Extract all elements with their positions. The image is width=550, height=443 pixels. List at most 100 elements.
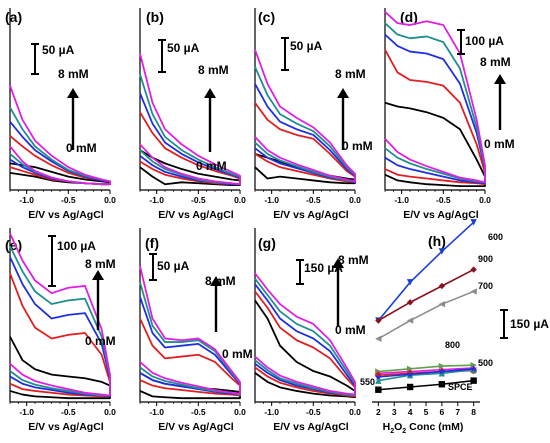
series-line <box>378 364 474 373</box>
panel-label: (a) <box>5 9 22 25</box>
cv-curve-4 <box>139 265 241 395</box>
data-point <box>438 248 446 255</box>
data-point <box>438 370 446 377</box>
panel-e: -1.0 -0.5 0.0E/V vs Ag/AgCl(e) 100 µA8 mM0 … <box>5 228 116 433</box>
data-point <box>375 386 382 393</box>
scale-bar-label: 50 µA <box>42 43 75 57</box>
arrow-head <box>337 88 349 98</box>
bottom-concentration-label: 0 mM <box>222 347 253 361</box>
scale-bar-label: 150 µA <box>510 317 549 331</box>
scale-bar-label: 50 µA <box>157 259 190 273</box>
scale-bar-label: 100 µA <box>465 34 504 48</box>
data-point <box>406 317 414 324</box>
x-axis-label: E/V vs Ag/AgCl <box>273 209 349 221</box>
top-concentration-label: 8 mM <box>198 63 229 77</box>
cv-curve-2 <box>139 296 241 396</box>
series-line <box>377 221 475 322</box>
cv-curve-4 <box>254 49 356 183</box>
cv-curve-2 <box>254 283 356 397</box>
x-axis-label: E/V vs Ag/AgCl <box>28 209 104 221</box>
x-tick-label: -1.0 <box>19 195 34 205</box>
data-point <box>406 279 414 286</box>
x-tick-label: 8 <box>471 407 476 417</box>
x-tick-label: -0.5 <box>61 407 76 417</box>
data-point <box>375 317 382 324</box>
series-label-600: 600 <box>488 232 503 242</box>
series-700 <box>375 288 477 342</box>
data-point <box>406 383 414 391</box>
x-axis-label: E/V vs Ag/AgCl <box>158 421 234 433</box>
scale-bar-label: 150 µA <box>304 261 343 275</box>
x-tick-label: 0.0 <box>104 195 116 205</box>
series-label-900: 900 <box>478 254 493 264</box>
x-tick-label: 0.0 <box>234 407 246 417</box>
series-label-550: 550 <box>360 377 375 387</box>
x-axis-label: E/V vs Ag/AgCl <box>403 209 479 221</box>
x-axis-label-part: Conc (mM) <box>406 421 463 433</box>
data-point <box>470 219 477 226</box>
series-line <box>378 367 474 375</box>
data-point <box>470 288 477 295</box>
x-tick-label: -0.5 <box>306 407 321 417</box>
arrow-head <box>332 258 344 268</box>
data-point <box>438 282 446 290</box>
bottom-concentration-label: 0 mM <box>66 141 97 155</box>
x-tick-label: 7 <box>455 407 460 417</box>
cv-curve-4 <box>9 233 111 397</box>
panel-f: -1.0 -0.5 0.0E/V vs Ag/AgCl (f) 50 µA 8 mM 0 m… <box>139 228 253 433</box>
panel-c: -1.0 -0.5 0.0E/V vs Ag/AgCl (c) 50 µA 8 mM 0 m… <box>254 8 373 221</box>
cv-curve-2 <box>384 33 486 185</box>
series-line <box>377 268 475 322</box>
arrow-head <box>92 270 104 280</box>
x-tick-label: -1.0 <box>149 195 164 205</box>
series-unlabeled-7 <box>374 364 478 381</box>
top-concentration-label: 8 mM <box>480 55 511 69</box>
bottom-concentration-label: 0 mM <box>196 159 227 173</box>
x-axis-label: E/V vs Ag/AgCl <box>273 421 349 433</box>
series-spce <box>375 377 477 393</box>
panel-d: -1.0 -0.5 0.0E/V vs Ag/AgCl (d) 100 µA 8 mM 0 … <box>384 8 515 221</box>
series-line <box>378 368 474 382</box>
data-point <box>438 300 446 308</box>
panel-label: (g) <box>258 235 276 251</box>
bottom-concentration-label: 0 mM <box>85 334 116 348</box>
panel-label: (h) <box>428 233 446 249</box>
scale-bar-label: 50 µA <box>290 39 323 53</box>
data-point <box>375 335 382 342</box>
arrow-head <box>210 276 222 286</box>
x-tick-label: 2 <box>376 407 381 417</box>
cv-curve-1 <box>254 290 356 398</box>
top-concentration-label: 8 mM <box>338 253 369 267</box>
x-tick-label: 0.0 <box>479 195 491 205</box>
x-axis-label-part: 2 <box>390 428 394 435</box>
x-axis-label-part: 2 <box>402 428 406 435</box>
x-tick-label: 0.0 <box>349 195 361 205</box>
data-point <box>438 381 446 388</box>
arrow-head <box>204 88 216 98</box>
x-tick-label: 5 <box>424 407 429 417</box>
x-axis-label-part: O <box>394 421 402 433</box>
data-point <box>438 367 446 375</box>
x-tick-label: 0.0 <box>349 407 361 417</box>
x-tick-label: -0.5 <box>191 407 206 417</box>
cv-curve-0 <box>254 299 356 399</box>
top-concentration-label: 8 mM <box>205 274 236 288</box>
bottom-concentration-label: 0 mM <box>342 139 373 153</box>
data-point <box>470 364 478 372</box>
bottom-concentration-label: 0 mM <box>484 137 515 151</box>
series-label-700: 700 <box>478 281 493 291</box>
x-axis-label: E/V vs Ag/AgCl <box>28 421 104 433</box>
data-point <box>470 377 477 384</box>
panel-g: -1.0 -0.5 0.0E/V vs Ag/AgCl (g) 150 µA8 mM 0 … <box>254 228 369 433</box>
panel-b: -1.0 -0.5 0.0E/V vs Ag/AgCl (b) 50 µA 8 mM 0 m… <box>139 8 246 221</box>
x-tick-label: 0.0 <box>234 195 246 205</box>
x-tick-label: 0.0 <box>104 407 116 417</box>
cv-curve-4 <box>139 53 241 186</box>
data-point <box>406 299 414 306</box>
x-tick-label: 3 <box>392 407 397 417</box>
series-label-800: 800 <box>445 340 460 350</box>
x-tick-label: -0.5 <box>306 195 321 205</box>
cv-curve-4 <box>254 272 356 396</box>
panel-a: -1.0 -0.5 0.0E/V vs Ag/AgCl (a) 50 µA 8 mM 0 m… <box>5 8 116 221</box>
series-label-spce: SPCE <box>448 382 473 392</box>
